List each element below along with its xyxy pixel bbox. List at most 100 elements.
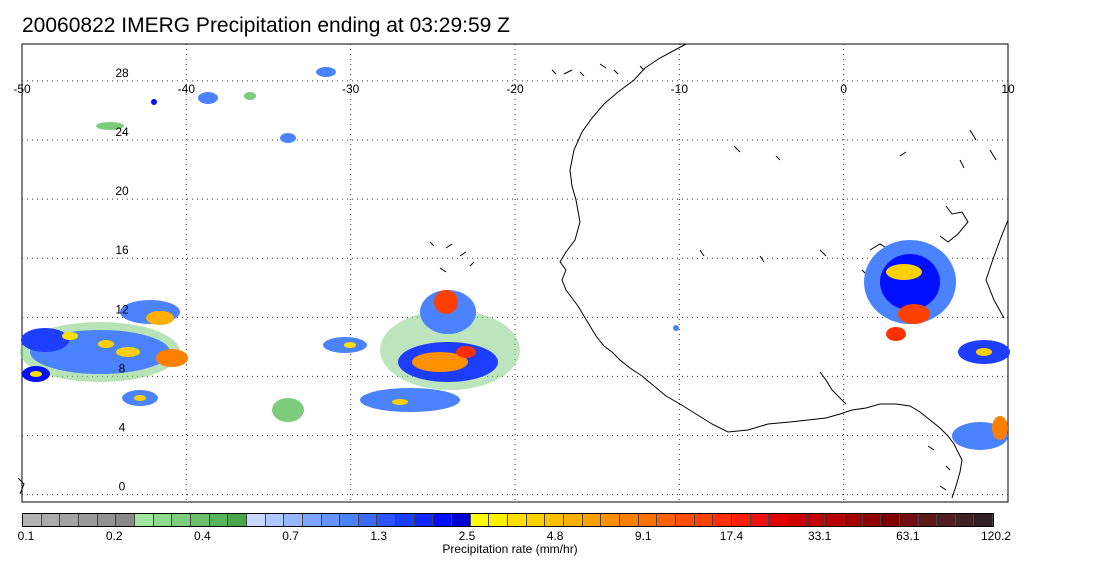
- lon-tick-label: -50: [13, 82, 31, 96]
- precip-cell: [116, 347, 140, 357]
- colorbar-segment: [60, 514, 79, 526]
- colorbar-segment: [284, 514, 303, 526]
- colorbar-tick-label: 63.1: [896, 529, 920, 543]
- map-frame: [21, 43, 1009, 503]
- precip-cell: [280, 133, 296, 143]
- colorbar-segment: [23, 514, 42, 526]
- map-title: 20060822 IMERG Precipitation ending at 0…: [22, 14, 510, 37]
- precip-cell: [434, 290, 458, 314]
- colorbar-segment: [601, 514, 620, 526]
- precip-cell: [272, 398, 304, 422]
- colorbar-segment: [265, 514, 285, 526]
- lon-tick-label: -20: [506, 82, 524, 96]
- coastline-africa: [17, 43, 1009, 499]
- colorbar-tick-label: 120.2: [980, 529, 1012, 543]
- colorbar-segment: [937, 514, 956, 526]
- colorbar-tick-label: 0.4: [194, 529, 211, 543]
- colorbar-segment: [172, 514, 191, 526]
- coastline-east-edge: [985, 219, 1009, 319]
- colorbar-segment: [843, 514, 863, 526]
- colorbar-segment: [377, 514, 397, 526]
- colorbar-segment: [545, 514, 565, 526]
- colorbar-segment: [564, 514, 583, 526]
- colorbar-tick-label: 1.3: [370, 529, 388, 543]
- precip-cell: [134, 395, 146, 401]
- colorbar-tick-label: 0.7: [282, 529, 299, 543]
- colorbar-segment: [116, 514, 135, 526]
- colorbar-tick-label: 4.8: [546, 529, 564, 543]
- coastline-gulf-islands: [17, 445, 951, 495]
- coastline-canaries: [551, 63, 645, 77]
- colorbar-segment: [452, 514, 471, 526]
- precip-cell: [30, 371, 42, 377]
- colorbar-segment: [787, 514, 807, 526]
- precip-cell: [412, 352, 468, 372]
- coastline-cape-verde: [429, 241, 475, 273]
- precip-cell: [244, 92, 256, 100]
- lat-tick-label: 12: [115, 302, 129, 316]
- precip-cell: [886, 264, 922, 280]
- colorbar-title: Precipitation rate (mm/hr): [442, 542, 578, 556]
- colorbar-tick-label: 33.1: [807, 529, 832, 543]
- precipitation-map: -50 -40 -30 -20 -10 0 10 0 4 8 12 16 20 24 28: [13, 43, 1015, 503]
- colorbar-segment: [694, 514, 714, 526]
- colorbar-segment: [638, 514, 658, 526]
- colorbar-segment: [769, 514, 788, 526]
- colorbar-tick-label: 17.4: [719, 529, 744, 543]
- colorbar-tick-label: 0.1: [17, 529, 35, 543]
- colorbar-tick-label: 0.2: [105, 529, 123, 543]
- lat-tick-label: 16: [115, 243, 129, 257]
- colorbar-segment: [620, 514, 639, 526]
- colorbar-segment: [657, 514, 676, 526]
- colorbar-tick-label: 2.5: [458, 529, 476, 543]
- axis-labels: -50 -40 -30 -20 -10 0 10 0 4 8 12 16 20 24 28: [13, 66, 1015, 494]
- colorbar-segment: [246, 514, 266, 526]
- lat-tick-label: 20: [115, 184, 129, 198]
- lon-tick-label: -40: [178, 82, 196, 96]
- colorbar-segment: [862, 514, 882, 526]
- colorbar-segment: [713, 514, 732, 526]
- colorbar-segment: [358, 514, 378, 526]
- colorbar-segment: [414, 514, 434, 526]
- coastline-gulf-east: [951, 451, 963, 499]
- colorbar-segment: [955, 514, 975, 526]
- precip-cell: [392, 399, 408, 405]
- colorbar-segment: [470, 514, 490, 526]
- lon-tick-label: 0: [840, 82, 847, 96]
- precip-cell: [62, 332, 78, 340]
- colorbar: [22, 513, 994, 527]
- colorbar-segment: [825, 514, 844, 526]
- colorbar-segment: [750, 514, 770, 526]
- colorbar-segment: [918, 514, 938, 526]
- colorbar-segment: [228, 514, 247, 526]
- colorbar-segment: [731, 514, 751, 526]
- precip-cell: [880, 254, 940, 310]
- colorbar-segment: [582, 514, 602, 526]
- colorbar-segment: [78, 514, 98, 526]
- lat-tick-label: 4: [119, 421, 126, 435]
- colorbar-tick-label: 9.1: [634, 529, 652, 543]
- colorbar-segment: [675, 514, 695, 526]
- colorbar-segment: [974, 514, 994, 526]
- colorbar-segment: [302, 514, 322, 526]
- precipitation-cells: [20, 67, 1010, 450]
- colorbar-segment: [489, 514, 509, 526]
- precip-cell: [673, 325, 679, 331]
- colorbar-segment: [321, 514, 341, 526]
- coastline-lakes: [699, 129, 997, 277]
- precip-cell: [898, 304, 930, 324]
- lat-tick-label: 0: [119, 480, 126, 494]
- precip-cell: [360, 388, 460, 412]
- colorbar-segment: [209, 514, 229, 526]
- colorbar-segment: [97, 514, 117, 526]
- colorbar-segment: [433, 514, 453, 526]
- colorbar-segment: [396, 514, 415, 526]
- coastline-niger-delta: [819, 371, 847, 405]
- precip-cell: [456, 346, 476, 358]
- lat-tick-label: 24: [115, 125, 129, 139]
- precip-cell: [98, 340, 114, 348]
- precip-cell: [198, 92, 218, 104]
- colorbar-segment: [526, 514, 546, 526]
- precip-cell: [96, 122, 124, 130]
- colorbar-segment: [899, 514, 919, 526]
